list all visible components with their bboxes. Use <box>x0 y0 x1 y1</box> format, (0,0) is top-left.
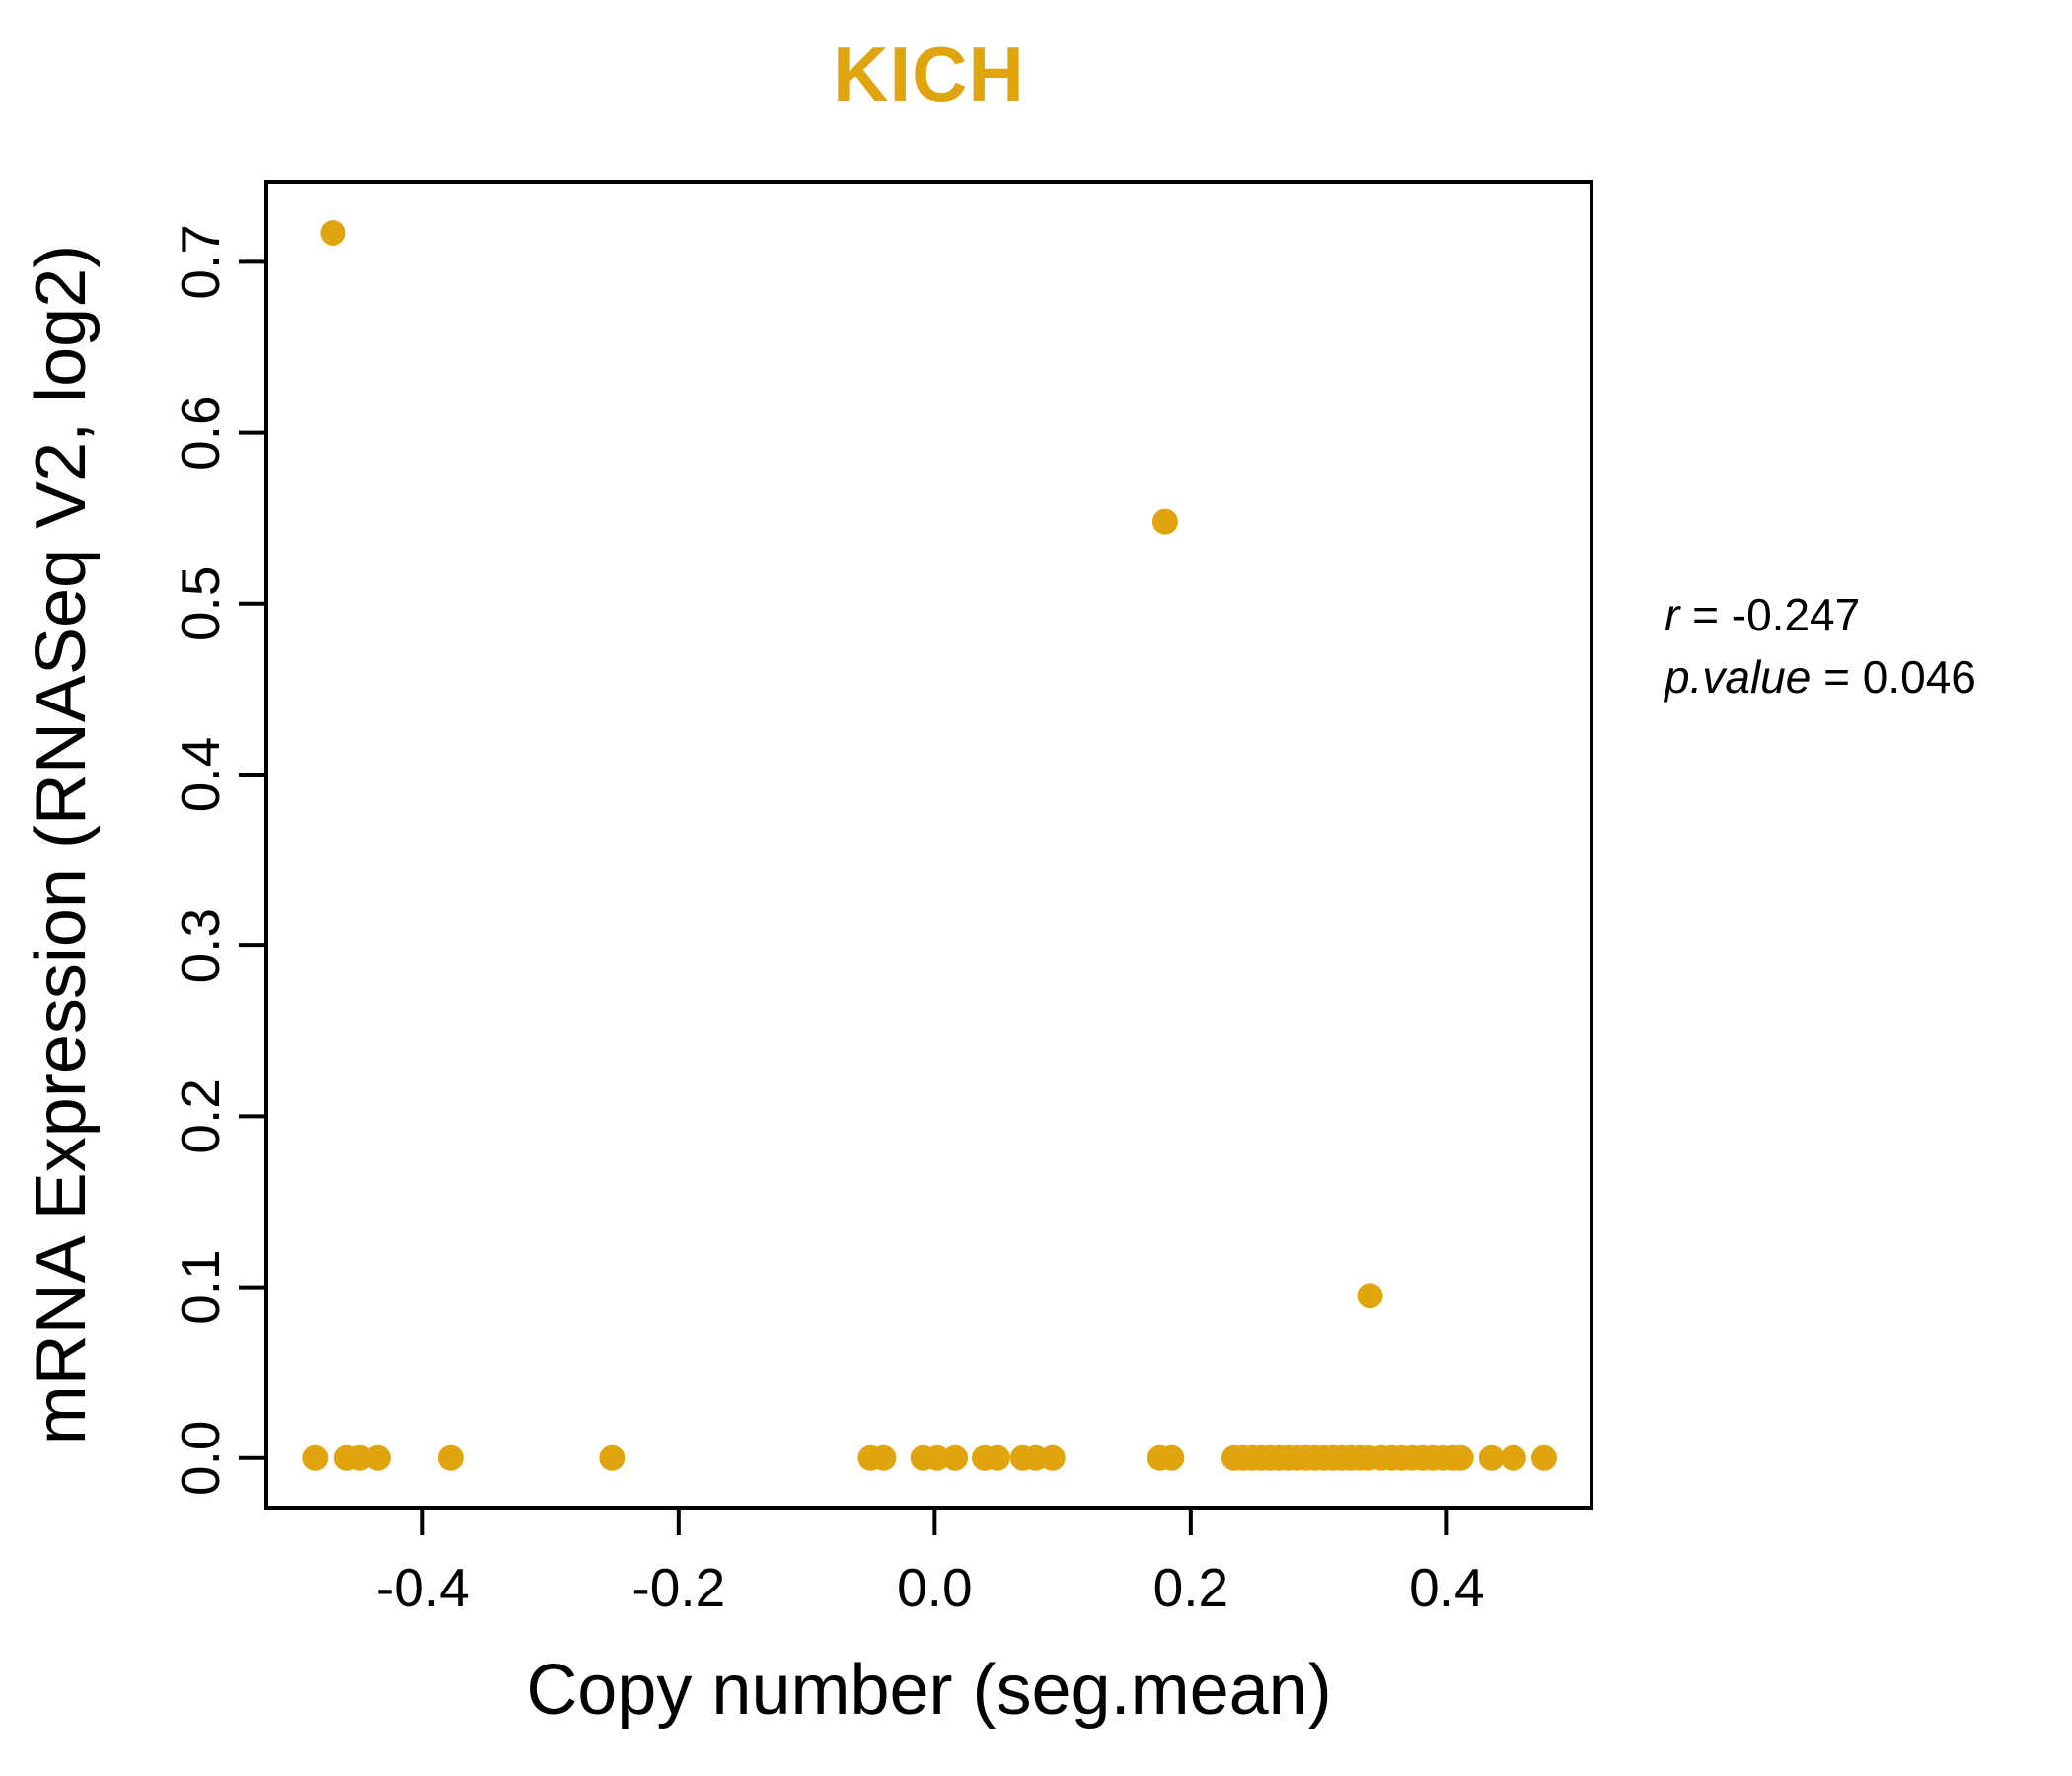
y-tick-label: 0.6 <box>170 395 231 470</box>
data-point <box>984 1444 1010 1471</box>
y-tick-label: 0.1 <box>170 1249 231 1324</box>
data-point <box>1478 1444 1505 1471</box>
y-tick-label: 0.7 <box>170 224 231 299</box>
y-tick-label: 0.2 <box>170 1078 231 1153</box>
x-tick-label: -0.2 <box>631 1557 725 1618</box>
p-eq: = <box>1811 651 1863 703</box>
data-point <box>1039 1444 1066 1471</box>
x-tick-label: 0.2 <box>1153 1557 1228 1618</box>
y-tick-label: 0.5 <box>170 566 231 641</box>
y-tick-label: 0.4 <box>170 737 231 812</box>
data-point <box>437 1444 464 1471</box>
r-value: -0.247 <box>1731 589 1861 640</box>
p-value-text: p.value = 0.046 <box>1665 646 1976 708</box>
p-var: p.value <box>1665 651 1812 703</box>
r-eq: = <box>1679 589 1732 640</box>
data-point <box>1447 1444 1474 1471</box>
x-tick-label: -0.4 <box>376 1557 470 1618</box>
data-point <box>346 1444 373 1471</box>
data-point <box>364 1444 391 1471</box>
data-point <box>599 1444 626 1471</box>
data-point <box>1357 1283 1383 1309</box>
p-value: 0.046 <box>1862 651 1976 703</box>
x-axis-label: Copy number (seg.mean) <box>526 1651 1332 1730</box>
data-point <box>942 1444 969 1471</box>
data-point <box>320 219 346 246</box>
data-point <box>1158 1444 1185 1471</box>
chart-title: KICH <box>833 31 1025 117</box>
r-var: r <box>1665 589 1680 640</box>
y-tick-label: 0.3 <box>170 908 231 983</box>
correlation-annotation: r = -0.247 p.value = 0.046 <box>1665 584 1976 709</box>
data-point <box>924 1444 950 1471</box>
data-point <box>1500 1444 1526 1471</box>
data-point <box>1151 508 1178 535</box>
data-point <box>870 1444 897 1471</box>
r-value-text: r = -0.247 <box>1665 584 1976 646</box>
x-tick-label: 0.4 <box>1409 1557 1484 1618</box>
x-tick-label: 0.0 <box>897 1557 972 1618</box>
data-point <box>302 1444 329 1471</box>
data-point <box>1530 1444 1557 1471</box>
plot-box <box>264 180 1593 1510</box>
y-tick-label: 0.0 <box>170 1421 231 1496</box>
